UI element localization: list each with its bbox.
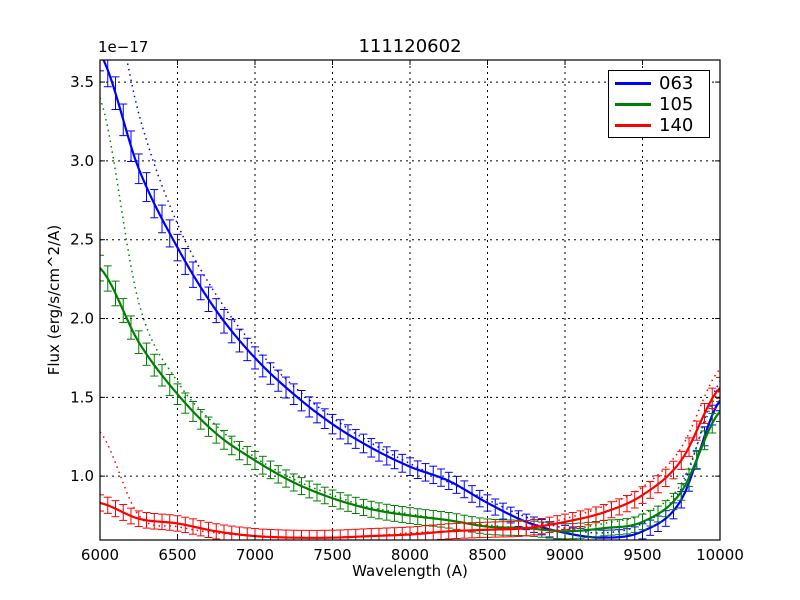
legend-item-140: 140 <box>615 114 694 136</box>
legend: 063 105 140 <box>608 70 710 138</box>
legend-item-063: 063 <box>615 72 694 94</box>
legend-label: 140 <box>659 114 694 136</box>
model-curve-140 <box>100 368 720 539</box>
plot-series <box>100 60 720 540</box>
y-axis-label: Flux (erg/s/cm^2/A) <box>45 224 63 376</box>
x-tick-label: 6500 <box>158 546 196 564</box>
y-axis-offset-label: 1e−17 <box>98 38 149 56</box>
y-tick-label: 2.5 <box>70 231 94 249</box>
y-tick-label: 1.0 <box>70 467 94 485</box>
legend-swatch-red <box>615 123 651 127</box>
x-tick-label: 7500 <box>313 546 351 564</box>
x-tick-label: 9500 <box>623 546 661 564</box>
x-tick-label: 8000 <box>391 546 429 564</box>
y-tick-label: 2.0 <box>70 310 94 328</box>
tick-labels: 6000 6500 7000 7500 8000 8500 9000 9500 10000 1.0… <box>70 60 744 564</box>
x-tick-label: 10000 <box>696 546 744 564</box>
x-tick-label: 8500 <box>468 546 506 564</box>
legend-swatch-green <box>615 102 651 106</box>
x-tick-label: 6000 <box>81 546 119 564</box>
x-tick-label: 7000 <box>236 546 274 564</box>
y-tick-label: 3.5 <box>70 73 94 91</box>
y-tick-label: 3.0 <box>70 152 94 170</box>
legend-item-105: 105 <box>615 93 694 115</box>
x-axis-label: Wavelength (A) <box>352 562 468 580</box>
x-tick-label: 9000 <box>546 546 584 564</box>
legend-label: 105 <box>659 93 694 115</box>
y-tick-label: 1.5 <box>70 388 94 406</box>
legend-swatch-blue <box>615 81 651 85</box>
chart-title: 111120602 <box>358 36 462 57</box>
legend-label: 063 <box>659 72 694 94</box>
